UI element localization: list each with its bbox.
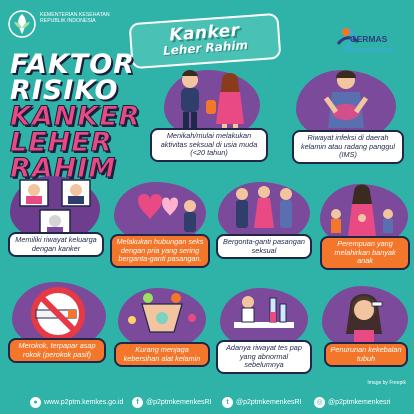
factor-panel-9: Adanya riwayat tes pap yang abnormal seb… [214, 286, 314, 386]
pelvic-pain-illustration-icon [323, 70, 369, 128]
footer-instagram[interactable]: ◎ @p2ptmkemenkesri [314, 397, 390, 408]
globe-icon: ● [30, 397, 41, 408]
factor-label-3: Memiliki riwayat keluarga dengan kanker [8, 232, 104, 258]
title-line-3: KANKER [10, 100, 141, 132]
factor-panel-4: Melakukan hubungan seks dengan pria yang… [108, 182, 212, 282]
footer-bar [0, 392, 414, 414]
twitter-icon: t [222, 397, 233, 408]
factor-label-9: Adanya riwayat tes pap yang abnormal seb… [216, 340, 312, 374]
factor-panel-5: Bergonta-ganti pasangan seksual [214, 178, 314, 278]
germas-text: GERMAS [350, 34, 388, 44]
factor-panel-1: Menikah/mulai melakukan aktivitas seksua… [150, 66, 270, 166]
factor-panel-10: Penurunan kekebalan tubuh [316, 284, 412, 384]
factor-label-10: Penurunan kekebalan tubuh [324, 342, 408, 368]
factor-label-1: Menikah/mulai melakukan aktivitas seksua… [150, 128, 268, 162]
title-line-4: LEHER [10, 126, 113, 158]
heart-couple-illustration-icon [138, 194, 196, 232]
multiple-partners-illustration-icon [236, 186, 292, 228]
factor-panel-3: Memiliki riwayat keluarga dengan kanker [6, 172, 106, 272]
factor-label-6: Perempuan yang melahirkan banyak anak [320, 236, 410, 270]
footer-instagram-text: @p2ptmkemenkesri [328, 399, 391, 406]
footer-twitter[interactable]: t @p2ptmkemenkesRI [222, 397, 301, 408]
panel-background [220, 288, 308, 350]
lab-test-illustration-icon [234, 296, 294, 328]
title-line-2: RISIKO [10, 74, 119, 106]
factor-label-5: Bergonta-ganti pasangan seksual [216, 234, 312, 260]
factor-panel-8: Kurang menjaga kebersihan alat kelamin [112, 288, 212, 388]
footer-facebook[interactable]: f @p2ptmkemenkesRI [132, 397, 211, 408]
kemenkes-logo-icon [8, 10, 36, 38]
instagram-icon: ◎ [314, 397, 325, 408]
mother-children-illustration-icon [331, 184, 393, 236]
germas-logo-icon [336, 27, 396, 51]
footer-website-text: www.p2ptm.kemkes.go.id [44, 399, 124, 406]
footer-twitter-text: @p2ptmkemenkesRI [236, 399, 302, 406]
image-credit: Image by Freepik [367, 380, 406, 386]
facebook-icon: f [132, 397, 143, 408]
factor-panel-6: Perempuan yang melahirkan banyak anak [314, 180, 412, 280]
germs-illustration-icon [128, 293, 196, 333]
factor-label-8: Kurang menjaga kebersihan alat kelamin [114, 342, 210, 368]
kemenkes-text: KEMENTERIAN KESEHATAN REPUBLIK INDONESIA [40, 12, 110, 25]
factor-label-2: Riwayat infeksi di daerah kelamin atau r… [292, 130, 404, 164]
factor-label-4: Melakukan hubungan seks dengan pria yang… [110, 234, 210, 268]
factor-label-7: Merokok, terpapar asap rokok (perokok pa… [8, 338, 106, 364]
factor-panel-2: Riwayat infeksi di daerah kelamin atau r… [280, 68, 408, 168]
footer-facebook-text: @p2ptmkemenkesRI [146, 399, 212, 406]
no-smoking-illustration-icon [31, 287, 85, 341]
title-line-1: FAKTOR [10, 49, 135, 80]
factor-panel-7: Merokok, terpapar asap rokok (perokok pa… [6, 280, 110, 380]
poster-title: FAKTOR RISIKO KANKER LEHER RAHIM [10, 49, 160, 182]
footer-website[interactable]: ● www.p2ptm.kemkes.go.id [30, 397, 123, 408]
